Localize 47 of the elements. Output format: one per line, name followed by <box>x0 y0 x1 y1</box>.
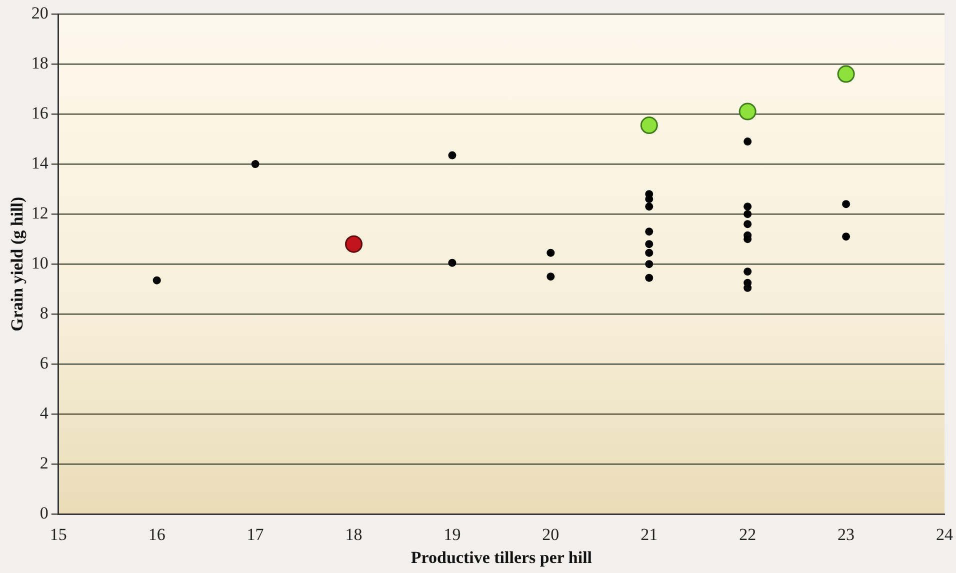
x-tick-label: 23 <box>838 524 855 544</box>
point <box>842 232 850 241</box>
y-tick-label: 20 <box>31 3 48 22</box>
x-tick-label: 18 <box>345 524 362 544</box>
point <box>251 160 260 168</box>
x-axis-title: Productive tillers per hill <box>410 548 592 568</box>
point <box>744 210 752 218</box>
point <box>345 235 363 253</box>
point <box>744 202 752 211</box>
x-tick-label: 16 <box>148 524 166 544</box>
y-tick-label: 10 <box>31 254 48 273</box>
point <box>645 202 654 211</box>
y-tick-label: 16 <box>31 104 48 123</box>
y-tick-label: 12 <box>31 204 48 223</box>
y-tick-label: 4 <box>40 404 49 423</box>
point <box>546 248 555 257</box>
point <box>738 102 756 120</box>
y-tick-label: 2 <box>40 454 48 473</box>
point <box>152 276 161 284</box>
point <box>744 220 752 228</box>
x-tick-label: 21 <box>640 524 658 544</box>
point <box>645 195 654 204</box>
x-tick-label: 22 <box>739 524 756 544</box>
x-tick-label: 19 <box>444 524 461 544</box>
y-tick-label: 0 <box>40 504 48 523</box>
point <box>448 258 456 267</box>
point <box>744 268 752 276</box>
y-tick-label: 6 <box>40 354 48 373</box>
point <box>645 240 654 248</box>
y-tick-label: 14 <box>31 154 49 173</box>
point <box>645 228 654 236</box>
point <box>842 200 850 208</box>
x-tick-label: 15 <box>50 524 67 544</box>
point <box>640 116 658 134</box>
point <box>837 65 855 83</box>
point <box>744 138 752 146</box>
x-tick-label: 20 <box>542 524 560 544</box>
y-tick-label: 8 <box>40 304 48 323</box>
point <box>448 151 456 160</box>
x-tick-label: 24 <box>936 524 954 544</box>
point <box>645 248 654 257</box>
point <box>546 272 555 281</box>
point <box>645 260 654 268</box>
y-axis-title: Grain yield (g hill) <box>8 196 27 332</box>
point <box>645 274 654 282</box>
x-tick-label: 17 <box>246 524 264 544</box>
y-tick-label: 18 <box>31 53 48 72</box>
